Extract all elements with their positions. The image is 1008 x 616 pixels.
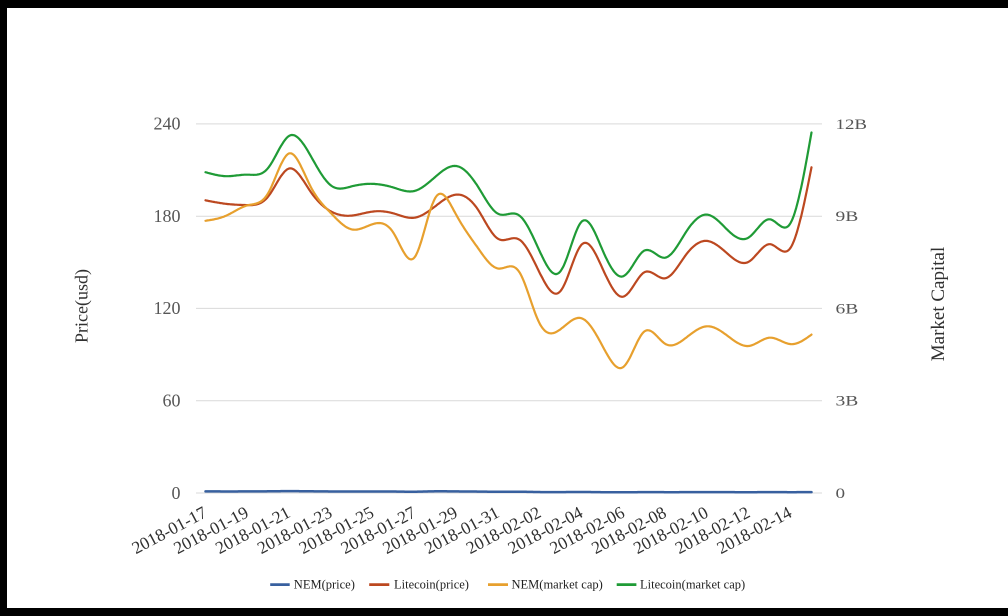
svg-text:Litecoin(market cap): Litecoin(market cap) bbox=[640, 577, 745, 591]
svg-text:NEM(price): NEM(price) bbox=[294, 577, 355, 591]
svg-text:Market Capital: Market Capital bbox=[928, 247, 949, 362]
svg-text:3B: 3B bbox=[836, 394, 859, 410]
svg-text:60: 60 bbox=[163, 391, 181, 411]
svg-text:120: 120 bbox=[154, 298, 181, 318]
svg-text:240: 240 bbox=[154, 114, 181, 134]
svg-text:0: 0 bbox=[172, 483, 181, 503]
svg-text:0: 0 bbox=[836, 486, 846, 502]
svg-text:180: 180 bbox=[154, 206, 181, 226]
svg-text:6B: 6B bbox=[836, 301, 859, 317]
svg-text:Litecoin(price): Litecoin(price) bbox=[394, 577, 469, 591]
svg-text:Price(usd): Price(usd) bbox=[72, 269, 93, 343]
svg-text:12B: 12B bbox=[836, 117, 868, 133]
svg-text:NEM(market cap): NEM(market cap) bbox=[512, 577, 603, 591]
svg-text:9B: 9B bbox=[836, 209, 859, 225]
